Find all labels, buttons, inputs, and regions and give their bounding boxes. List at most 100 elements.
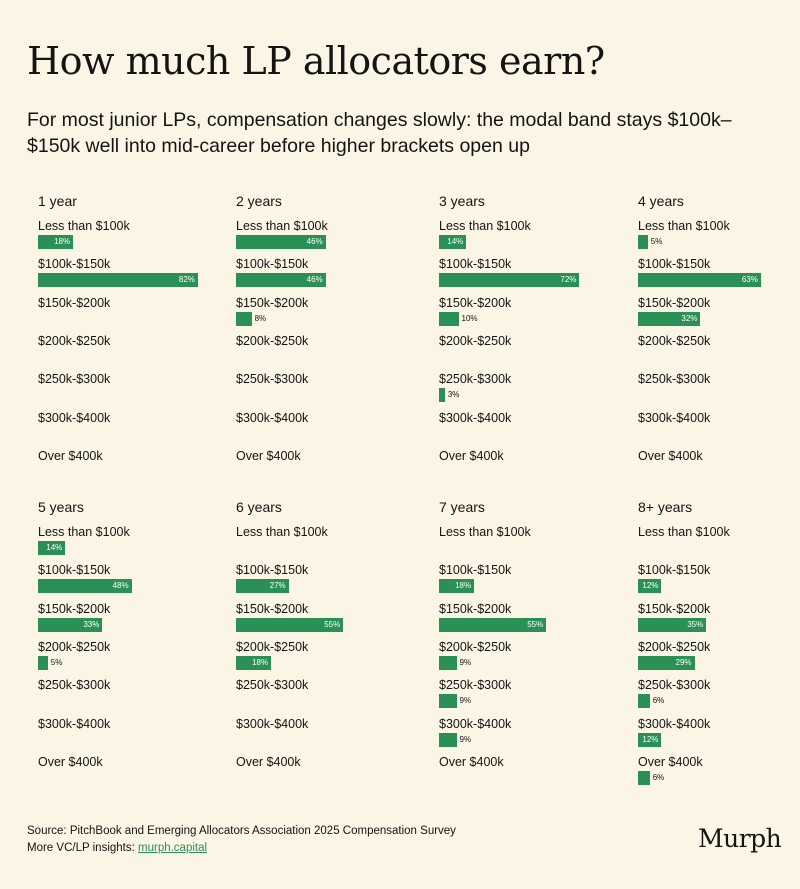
category-label: Over $400k <box>439 448 504 463</box>
category-label: $300k-$400k <box>38 716 111 731</box>
value-label: 5% <box>50 657 63 667</box>
bar-row: Less than $100k 46% <box>236 219 416 255</box>
bar-row: $150k-$200k 33% <box>38 602 218 638</box>
value-label: 18% <box>54 237 71 246</box>
bar <box>38 617 103 632</box>
bar-row: $250k-$300k 6% <box>638 678 800 714</box>
panel-title: 7 years <box>439 499 485 515</box>
bar <box>439 655 457 670</box>
category-label: $200k-$250k <box>439 639 512 654</box>
bar <box>38 655 48 670</box>
bar-row: $200k-$250k 18% <box>236 640 416 676</box>
bar <box>638 617 707 632</box>
source-note: Source: PitchBook and Emerging Allocator… <box>27 825 456 837</box>
value-label: 8% <box>254 313 267 323</box>
bar-row: Less than $100k <box>638 525 800 561</box>
bar-row: $150k-$200k <box>38 296 218 332</box>
category-label: $100k-$150k <box>439 257 512 272</box>
panel-title: 8+ years <box>638 499 693 515</box>
bar <box>439 579 475 594</box>
category-label: Over $400k <box>439 754 504 769</box>
bar-row: $150k-$200k 8% <box>236 296 416 332</box>
value-label: 18% <box>252 657 269 667</box>
bar-row: $300k-$400k <box>38 717 218 753</box>
value-label: 35% <box>687 619 704 629</box>
category-label: $200k-$250k <box>236 333 309 348</box>
category-label: $250k-$300k <box>38 678 111 693</box>
bar <box>236 655 272 670</box>
value-label: 27% <box>269 581 286 591</box>
category-label: $250k-$300k <box>38 372 111 387</box>
bar <box>236 311 252 326</box>
panel-title: 3 years <box>439 193 485 209</box>
value-label: 3% <box>447 390 460 400</box>
category-label: $200k-$250k <box>439 333 512 348</box>
bar-row: $100k-$150k 63% <box>638 257 800 293</box>
panel-1: 1 year Less than $100k 18% $100k-$150k 82% $1… <box>38 193 218 493</box>
category-label: $250k-$300k <box>439 678 512 693</box>
panel-title: 6 years <box>236 499 282 515</box>
panel-5: 5 years Less than $100k 14% $100k-$150k 48% $… <box>38 499 218 799</box>
more-insights-label: More VC/LP insights: <box>27 842 139 854</box>
category-label: Less than $100k <box>38 525 130 539</box>
panel-8: 8+ years Less than $100k $100k-$150k 12% $15… <box>638 499 800 799</box>
value-label: 55% <box>324 619 341 629</box>
bar-row: $150k-$200k 55% <box>439 602 619 638</box>
value-label: 72% <box>560 275 577 285</box>
category-label: Over $400k <box>38 448 103 463</box>
value-label: 5% <box>650 237 663 246</box>
bar-row: $250k-$300k 9% <box>439 678 619 714</box>
value-label: 14% <box>46 543 63 552</box>
bar <box>439 732 457 747</box>
category-label: $100k-$150k <box>236 257 309 272</box>
category-label: Over $400k <box>638 448 703 463</box>
bar <box>638 235 648 249</box>
bar-row: Over $400k <box>638 449 800 485</box>
bar-row: $200k-$250k 5% <box>38 640 218 676</box>
category-label: $200k-$250k <box>236 639 309 654</box>
murph-capital-link[interactable]: murph.capital <box>138 842 208 854</box>
bar <box>638 273 761 288</box>
bar <box>38 235 74 249</box>
category-label: $300k-$400k <box>638 716 711 731</box>
bar-row: Over $400k <box>38 449 218 485</box>
bar-row: Over $400k <box>236 449 416 485</box>
bar <box>439 273 580 288</box>
value-label: 46% <box>306 275 323 285</box>
bar-row: $250k-$300k <box>638 372 800 408</box>
category-label: Less than $100k <box>236 525 328 539</box>
value-label: 33% <box>83 619 100 629</box>
bar-row: $200k-$250k 9% <box>439 640 619 676</box>
category-label: Less than $100k <box>638 219 730 233</box>
bar-row: $200k-$250k <box>439 334 619 370</box>
category-label: $100k-$150k <box>38 257 111 272</box>
bar-row: $100k-$150k 72% <box>439 257 619 293</box>
bar <box>439 235 467 249</box>
bar-row: Over $400k <box>439 755 619 791</box>
category-label: $300k-$400k <box>439 716 512 731</box>
bar <box>38 579 132 594</box>
bar <box>236 579 289 594</box>
panel-title: 1 year <box>38 193 77 209</box>
bar-row: Less than $100k 14% <box>38 525 218 561</box>
panel-4: 4 years Less than $100k 5% $100k-$150k 63% $1… <box>638 193 800 493</box>
value-label: 46% <box>306 237 323 246</box>
bar-row: Over $400k <box>38 755 218 791</box>
bar <box>439 311 459 326</box>
bar <box>638 770 650 785</box>
category-label: $150k-$200k <box>638 295 711 310</box>
value-label: 12% <box>642 581 659 591</box>
category-label: $150k-$200k <box>439 295 512 310</box>
bar-row: Over $400k <box>236 755 416 791</box>
panel-2: 2 years Less than $100k 46% $100k-$150k 46% $… <box>236 193 416 493</box>
category-label: Over $400k <box>236 448 301 463</box>
category-label: Over $400k <box>638 754 703 769</box>
category-label: Less than $100k <box>439 525 531 539</box>
category-label: $200k-$250k <box>38 333 111 348</box>
category-label: $150k-$200k <box>236 295 309 310</box>
bar <box>38 541 66 555</box>
more-insights: More VC/LP insights: murph.capital <box>27 840 456 857</box>
bar-row: $200k-$250k <box>638 334 800 370</box>
bar-row: $150k-$200k 32% <box>638 296 800 332</box>
category-label: $300k-$400k <box>38 410 111 425</box>
